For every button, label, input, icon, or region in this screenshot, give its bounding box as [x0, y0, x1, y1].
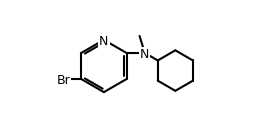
- Text: N: N: [140, 48, 150, 61]
- Text: Br: Br: [56, 74, 70, 87]
- Text: N: N: [99, 35, 109, 48]
